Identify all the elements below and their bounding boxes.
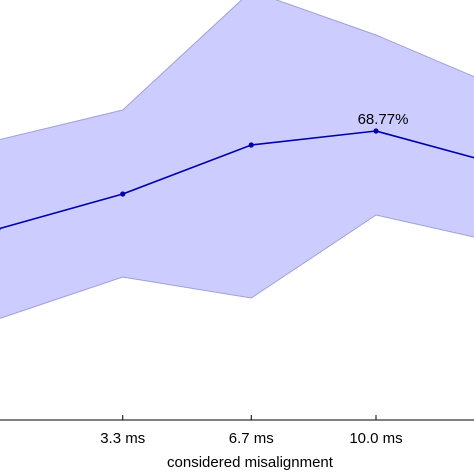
x-tick-label: 6.7 ms <box>229 430 274 447</box>
series-line <box>0 130 474 230</box>
data-point <box>248 142 254 148</box>
confidence-band <box>0 0 474 319</box>
x-tick-label: 3.3 ms <box>100 430 145 447</box>
data-point <box>120 191 126 197</box>
x-tick-label: 10.0 ms <box>349 430 402 447</box>
confidence-band-layer <box>0 0 474 319</box>
peak-value-label: 68.77% <box>358 111 409 128</box>
data-point <box>373 128 379 134</box>
x-axis-label: considered misalignment <box>167 454 334 471</box>
data-point <box>0 227 1 231</box>
series-line-layer <box>0 130 474 230</box>
data-points-layer <box>0 128 379 231</box>
